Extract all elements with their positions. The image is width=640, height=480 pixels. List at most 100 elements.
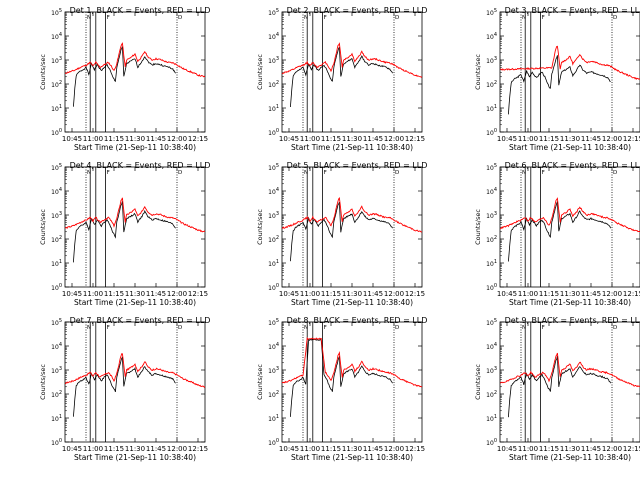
y-axis-label: Counts/sec [39, 209, 47, 245]
y-tick-label: 103 [268, 366, 279, 375]
y-tick-label: 104 [51, 342, 62, 351]
x-tick-label: 12:00 [167, 445, 187, 453]
y-tick-label: 104 [486, 32, 497, 41]
y-tick-label: 100 [51, 283, 62, 292]
x-axis-label: Start Time (21-Sep-11 10:38:40) [74, 143, 196, 152]
events-series-line [290, 201, 393, 262]
y-tick-label: 105 [268, 163, 279, 172]
lld-series-line [500, 352, 640, 388]
x-tick-label: 10:45 [62, 135, 82, 143]
marker-label: N [522, 325, 526, 331]
y-tick-label: 104 [486, 342, 497, 351]
x-tick-label: 11:30 [125, 135, 145, 143]
y-axis-label: Counts/sec [474, 54, 482, 90]
x-tick-label: 11:30 [560, 445, 580, 453]
x-tick-label: 12:15 [188, 135, 208, 143]
y-tick-label: 104 [268, 342, 279, 351]
x-tick-label: 11:00 [300, 135, 320, 143]
y-tick-label: 101 [51, 104, 62, 113]
y-tick-label: 105 [268, 8, 279, 17]
y-tick-label: 101 [268, 259, 279, 268]
events-series-line [508, 356, 611, 418]
x-tick-label: 11:00 [518, 135, 538, 143]
x-axis-label: Start Time (21-Sep-11 10:38:40) [74, 453, 196, 462]
x-tick-label: 11:00 [83, 135, 103, 143]
marker-label: F [542, 325, 545, 331]
x-tick-label: 12:00 [384, 445, 404, 453]
marker-label: D [395, 325, 399, 331]
y-tick-label: 101 [51, 414, 62, 423]
marker-label: N [522, 15, 526, 21]
y-tick-label: 102 [268, 235, 279, 244]
x-tick-label: 11:45 [146, 290, 166, 298]
y-tick-label: 104 [486, 187, 497, 196]
x-tick-label: 11:00 [300, 290, 320, 298]
marker-label: F [542, 170, 545, 176]
panel-det-5: Det 5, BLACK = Events, RED = LLD 100 101 10… [256, 161, 427, 307]
x-tick-label: 11:15 [539, 290, 559, 298]
marker-label: N [87, 325, 91, 331]
x-tick-label: 10:45 [497, 445, 517, 453]
x-tick-label: 11:30 [342, 135, 362, 143]
y-tick-label: 103 [51, 211, 62, 220]
x-tick-label: 11:45 [581, 135, 601, 143]
y-tick-label: 100 [51, 438, 62, 447]
marker-label: D [613, 170, 617, 176]
lld-series-line [65, 353, 205, 388]
x-tick-label: 10:45 [497, 290, 517, 298]
y-tick-label: 102 [268, 80, 279, 89]
y-tick-label: 102 [486, 235, 497, 244]
x-tick-label: 12:00 [602, 290, 622, 298]
marker-label: D [613, 325, 617, 331]
y-tick-label: 101 [486, 104, 497, 113]
lld-series-line [65, 197, 205, 233]
y-tick-label: 104 [51, 32, 62, 41]
x-tick-label: 11:45 [363, 445, 383, 453]
panel-title: Det 6, BLACK = Events, RED = LLD [505, 161, 640, 170]
x-tick-label: 12:15 [188, 445, 208, 453]
events-series-line [508, 55, 611, 115]
panel-det-4: Det 4, BLACK = Events, RED = LLD 100 101 10… [39, 161, 210, 307]
marker-label: D [613, 15, 617, 21]
panel-det-9: Det 9, BLACK = Events, RED = LLD 100 101 10… [474, 316, 640, 462]
lld-series-line [500, 45, 640, 80]
x-tick-label: 12:15 [405, 290, 425, 298]
x-tick-label: 11:00 [518, 290, 538, 298]
x-tick-label: 12:00 [384, 290, 404, 298]
y-tick-label: 103 [51, 56, 62, 65]
x-tick-label: 11:15 [104, 445, 124, 453]
y-tick-label: 102 [268, 390, 279, 399]
x-tick-label: 10:45 [62, 290, 82, 298]
marker-label: N [304, 15, 308, 21]
x-tick-label: 11:45 [581, 445, 601, 453]
y-tick-label: 102 [486, 390, 497, 399]
marker-label: N [87, 15, 91, 21]
x-axis-label: Start Time (21-Sep-11 10:38:40) [509, 143, 631, 152]
x-axis-label: Start Time (21-Sep-11 10:38:40) [291, 143, 413, 152]
x-tick-label: 11:45 [146, 445, 166, 453]
x-tick-label: 11:45 [581, 290, 601, 298]
x-tick-label: 11:15 [104, 135, 124, 143]
x-tick-label: 11:45 [363, 290, 383, 298]
x-axis-label: Start Time (21-Sep-11 10:38:40) [291, 298, 413, 307]
y-tick-label: 103 [268, 211, 279, 220]
y-tick-label: 102 [51, 80, 62, 89]
y-tick-label: 100 [486, 128, 497, 137]
panel-title: Det 8, BLACK = Events, RED = LLD [287, 316, 428, 325]
lld-series-line [282, 336, 422, 388]
x-tick-label: 11:00 [83, 290, 103, 298]
x-axis-label: Start Time (21-Sep-11 10:38:40) [509, 298, 631, 307]
y-tick-label: 104 [268, 187, 279, 196]
marker-label: F [107, 325, 110, 331]
x-tick-label: 11:15 [321, 290, 341, 298]
y-tick-label: 100 [268, 283, 279, 292]
panel-det-3: Det 3, BLACK = Events, RED = LLD 100 101 10… [474, 6, 640, 152]
y-tick-label: 101 [51, 259, 62, 268]
panel-title: Det 5, BLACK = Events, RED = LLD [287, 161, 428, 170]
y-tick-label: 102 [51, 235, 62, 244]
y-tick-label: 103 [268, 56, 279, 65]
x-tick-label: 12:15 [405, 445, 425, 453]
panel-title: Det 3, BLACK = Events, RED = LLD [505, 6, 640, 15]
x-tick-label: 11:00 [518, 445, 538, 453]
